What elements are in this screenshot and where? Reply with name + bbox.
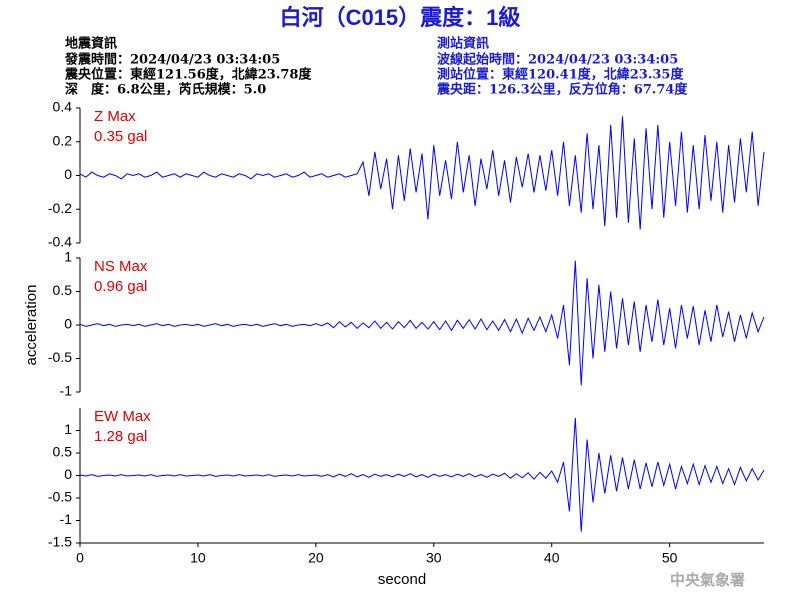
info-right: 測站位置：東經120.41度，北緯23.35度 [437, 67, 684, 83]
info-left: 地震資訊 [65, 36, 117, 52]
x-tick-label: 0 [76, 550, 84, 566]
y-tick-label: -0.5 [48, 349, 72, 365]
footer: 中央氣象署 [670, 571, 745, 589]
waveform [79, 260, 765, 386]
x-tick-label: 50 [662, 550, 678, 566]
y-tick-label: 0.4 [53, 99, 73, 115]
y-tick-label: 0.5 [53, 444, 73, 460]
waveform [79, 116, 765, 230]
x-axis-label: second [378, 571, 426, 588]
x-tick-label: 40 [544, 550, 560, 566]
title: 白河（C015）震度：1級 [280, 5, 521, 30]
y-tick-label: -0.5 [48, 489, 72, 505]
y-tick-label: -0.2 [48, 200, 72, 216]
annotation: Z Max [94, 108, 136, 125]
x-tick-label: 10 [190, 550, 206, 566]
info-right: 測站資訊 [437, 36, 489, 52]
annotation: 1.28 gal [94, 428, 147, 445]
annotation: 0.96 gal [94, 278, 147, 295]
info-left: 震央位置：東經121.56度，北緯23.78度 [64, 67, 312, 83]
info-right: 震央距：126.3公里，反方位角：67.74度 [436, 82, 688, 98]
y-tick-label: -1 [60, 511, 73, 527]
y-tick-label: 0 [64, 166, 72, 182]
y-tick-label: 1 [64, 421, 72, 437]
y-tick-label: -0.4 [48, 234, 72, 250]
x-tick-label: 30 [426, 550, 442, 566]
annotation: NS Max [94, 258, 148, 275]
y-tick-label: 1 [64, 249, 72, 265]
waveform [79, 417, 765, 532]
y-tick-label: -1 [60, 383, 73, 399]
info-right: 波線起始時間：2024/04/23 03:34:05 [437, 52, 678, 68]
info-left: 發震時間：2024/04/23 03:34:05 [64, 52, 280, 68]
y-tick-label: 0 [64, 316, 72, 332]
annotation: EW Max [94, 408, 151, 425]
x-tick-label: 20 [308, 550, 324, 566]
y-tick-label: 0 [64, 466, 72, 482]
y-axis-label: acceleration [23, 285, 40, 366]
annotation: 0.35 gal [94, 128, 147, 145]
y-tick-label: 0.2 [53, 132, 73, 148]
y-tick-label: -1.5 [48, 534, 72, 550]
y-tick-label: 0.5 [53, 282, 73, 298]
info-left: 深 度：6.8公里，芮氏規模：5.0 [65, 82, 266, 98]
